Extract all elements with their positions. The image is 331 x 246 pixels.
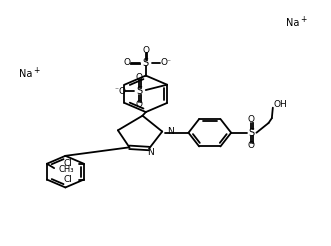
Text: Na: Na xyxy=(286,18,300,28)
Text: N: N xyxy=(147,148,154,157)
Text: Na: Na xyxy=(19,69,33,79)
Text: Cl: Cl xyxy=(64,159,72,168)
Text: O: O xyxy=(124,58,131,67)
Text: O: O xyxy=(136,73,143,82)
Text: O: O xyxy=(136,100,143,109)
Text: O: O xyxy=(160,58,167,67)
Text: N: N xyxy=(167,127,173,137)
Text: O: O xyxy=(248,141,255,150)
Text: CH₃: CH₃ xyxy=(58,165,74,174)
Text: +: + xyxy=(34,66,40,75)
Text: Cl: Cl xyxy=(64,175,72,184)
Text: S: S xyxy=(136,86,142,96)
Text: OH: OH xyxy=(273,100,287,108)
Text: ⁻: ⁻ xyxy=(166,57,170,66)
Text: S: S xyxy=(143,58,149,68)
Text: O: O xyxy=(142,46,149,55)
Text: S: S xyxy=(249,128,255,138)
Text: O: O xyxy=(248,115,255,124)
Text: ⁻: ⁻ xyxy=(115,85,119,94)
Text: +: + xyxy=(301,15,307,24)
Text: O: O xyxy=(118,87,125,95)
